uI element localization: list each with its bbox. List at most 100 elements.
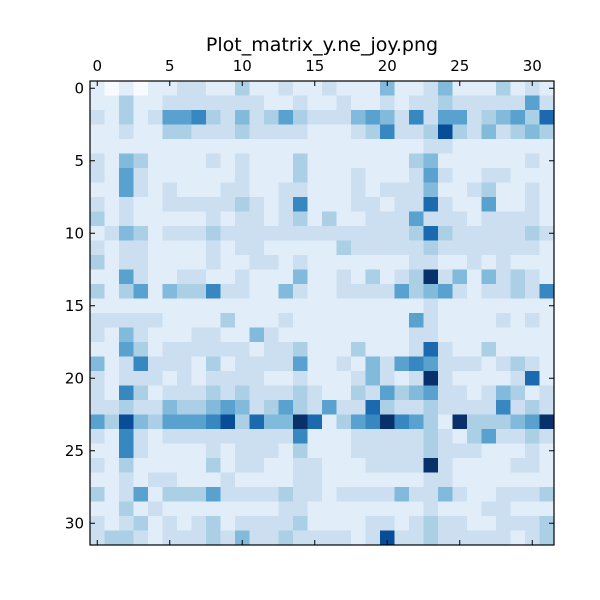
heatmap-cell: [510, 327, 526, 343]
heatmap-cell: [496, 356, 511, 372]
heatmap-cell: [104, 168, 120, 183]
heatmap-cell: [293, 124, 308, 140]
heatmap-cell: [481, 95, 497, 111]
heatmap-cell: [293, 211, 308, 227]
heatmap-cell: [467, 313, 482, 328]
heatmap-cell: [249, 516, 265, 531]
heatmap-cell: [206, 356, 221, 372]
heatmap-cell: [206, 371, 221, 386]
heatmap-cell: [148, 211, 163, 227]
heatmap-cell: [380, 139, 395, 154]
heatmap-cell: [481, 255, 497, 270]
heatmap-cell: [380, 501, 395, 517]
heatmap-cell: [307, 472, 323, 488]
heatmap-cell: [525, 414, 540, 430]
heatmap-cell: [525, 226, 540, 241]
heatmap-cell: [104, 487, 120, 502]
heatmap-cell: [467, 501, 482, 517]
heatmap-cell: [162, 530, 178, 546]
heatmap-cell: [264, 284, 279, 299]
heatmap-cell: [104, 255, 120, 270]
heatmap-cell: [206, 81, 221, 96]
heatmap-cell: [423, 458, 439, 473]
heatmap-cell: [336, 284, 352, 299]
heatmap-cell: [481, 197, 497, 212]
heatmap-cell: [177, 501, 192, 517]
heatmap-cell: [539, 269, 555, 285]
heatmap-cell: [162, 458, 178, 473]
heatmap-cell: [307, 269, 323, 285]
heatmap-cell: [496, 530, 511, 546]
heatmap-cell: [133, 139, 149, 154]
heatmap-cell: [496, 168, 511, 183]
heatmap-cell: [307, 443, 323, 459]
heatmap-cell: [119, 255, 134, 270]
heatmap-cell: [438, 327, 453, 343]
heatmap-cell: [133, 356, 149, 372]
heatmap-cell: [220, 501, 236, 517]
heatmap-cell: [409, 371, 424, 386]
heatmap-cell: [496, 284, 511, 299]
heatmap-cell: [220, 414, 236, 430]
heatmap-cell: [177, 153, 192, 169]
heatmap-cell: [394, 255, 410, 270]
heatmap-cell: [409, 501, 424, 517]
heatmap-cell: [438, 313, 453, 328]
heatmap-cell: [510, 342, 526, 357]
heatmap-cell: [380, 516, 395, 531]
heatmap-cell: [264, 429, 279, 444]
heatmap-cell: [525, 81, 540, 96]
heatmap-cell: [539, 356, 555, 372]
heatmap-cell: [423, 95, 439, 111]
heatmap-cell: [249, 385, 265, 401]
heatmap-cell: [409, 429, 424, 444]
heatmap-cell: [351, 327, 366, 343]
heatmap-cell: [148, 182, 163, 198]
heatmap-cell: [467, 371, 482, 386]
heatmap-cell: [423, 530, 439, 546]
heatmap-cell: [264, 356, 279, 372]
heatmap-cell: [525, 269, 540, 285]
heatmap-cell: [380, 240, 395, 256]
heatmap-cell: [206, 269, 221, 285]
heatmap-cell: [162, 226, 178, 241]
heatmap-cell: [191, 501, 207, 517]
heatmap-cell: [206, 95, 221, 111]
heatmap-cell: [481, 240, 497, 256]
heatmap-cell: [264, 255, 279, 270]
heatmap-cell: [539, 197, 555, 212]
heatmap-cell: [191, 81, 207, 96]
heatmap-cell: [249, 95, 265, 111]
heatmap-cell: [336, 168, 352, 183]
heatmap-cell: [249, 269, 265, 285]
heatmap-cell: [133, 530, 149, 546]
heatmap-cell: [394, 81, 410, 96]
heatmap-cell: [351, 168, 366, 183]
heatmap-cell: [293, 414, 308, 430]
heatmap-cell: [162, 110, 178, 125]
heatmap-cell: [510, 458, 526, 473]
heatmap-cell: [525, 313, 540, 328]
heatmap-cell: [510, 487, 526, 502]
heatmap-cell: [409, 168, 424, 183]
heatmap-cell: [394, 356, 410, 372]
heatmap-cell: [380, 110, 395, 125]
heatmap-cell: [539, 385, 555, 401]
heatmap-cell: [351, 211, 366, 227]
heatmap-cell: [510, 443, 526, 459]
heatmap-cell: [394, 313, 410, 328]
heatmap-cell: [119, 371, 134, 386]
heatmap-cell: [496, 414, 511, 430]
heatmap-cell: [365, 226, 381, 241]
heatmap-cell: [365, 385, 381, 401]
heatmap-cell: [438, 95, 453, 111]
heatmap-cell: [177, 414, 192, 430]
heatmap-cell: [336, 501, 352, 517]
heatmap-cell: [162, 400, 178, 415]
heatmap-cell: [162, 298, 178, 314]
heatmap-cell: [365, 487, 381, 502]
heatmap-cell: [90, 226, 105, 241]
heatmap-cell: [365, 327, 381, 343]
heatmap-cell: [351, 81, 366, 96]
heatmap-cell: [510, 516, 526, 531]
